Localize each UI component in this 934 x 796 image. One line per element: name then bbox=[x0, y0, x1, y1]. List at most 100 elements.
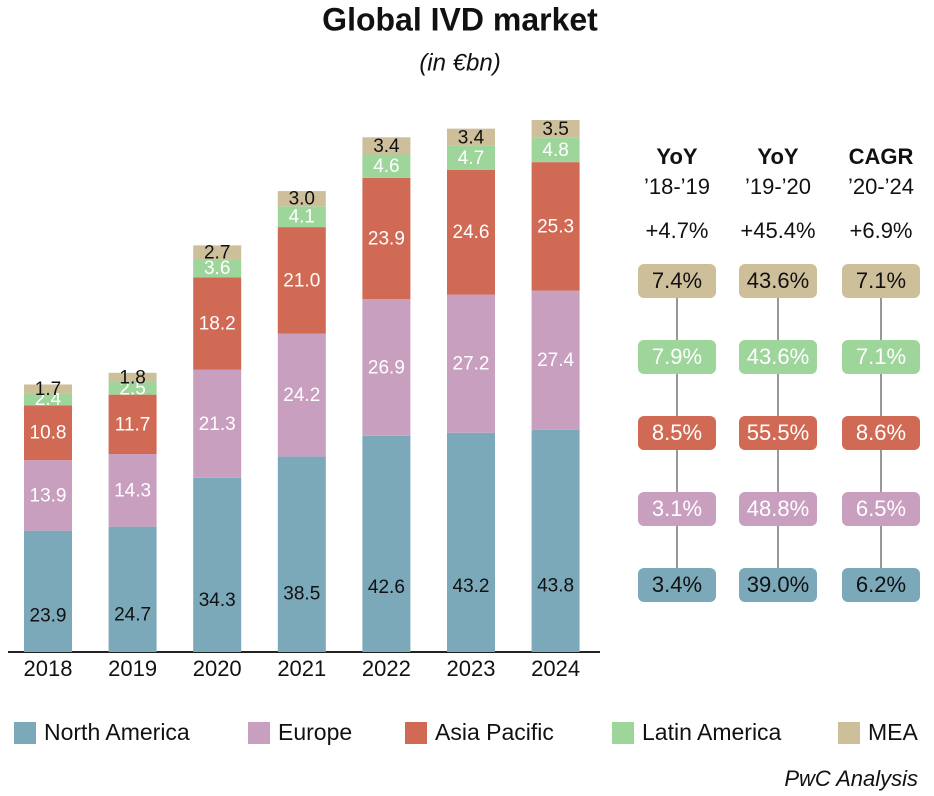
bar-segment bbox=[193, 369, 242, 478]
legend-swatch bbox=[248, 722, 270, 744]
bar-segment bbox=[193, 477, 242, 652]
bar-segment bbox=[277, 227, 326, 334]
bar-segment bbox=[108, 454, 157, 527]
growth-value: 6.5% bbox=[856, 496, 906, 521]
growth-value: 48.8% bbox=[747, 496, 809, 521]
x-tick-label: 2020 bbox=[193, 656, 242, 681]
x-tick-label: 2021 bbox=[277, 656, 326, 681]
growth-value: 3.4% bbox=[652, 572, 702, 597]
bar-segment bbox=[531, 137, 580, 163]
legend-label: Europe bbox=[278, 719, 352, 745]
growth-value: 7.1% bbox=[856, 268, 906, 293]
bar-segment bbox=[24, 393, 72, 406]
legend-label: Asia Pacific bbox=[435, 719, 554, 745]
x-tick-label: 2018 bbox=[24, 656, 73, 681]
bar-segment bbox=[24, 530, 72, 652]
data-label: 3.5 bbox=[542, 119, 568, 140]
column-title: CAGR bbox=[849, 144, 914, 169]
bar-segment bbox=[193, 245, 242, 260]
bar-segment bbox=[24, 384, 72, 394]
legend-label: MEA bbox=[868, 719, 919, 745]
data-label: 4.7 bbox=[458, 148, 484, 169]
source: PwC Analysis bbox=[784, 766, 918, 791]
data-label: 34.3 bbox=[199, 590, 236, 611]
data-label: 4.6 bbox=[373, 156, 399, 177]
column-period: ’20-’24 bbox=[848, 174, 914, 199]
chart-title: Global IVD market bbox=[322, 1, 598, 37]
data-label: 43.2 bbox=[453, 576, 490, 597]
data-label: 11.7 bbox=[115, 414, 151, 435]
data-label: 14.3 bbox=[114, 480, 151, 501]
data-label: 23.9 bbox=[30, 606, 67, 627]
data-label: 2.4 bbox=[35, 389, 62, 410]
growth-value: 43.6% bbox=[747, 344, 809, 369]
data-label: 24.6 bbox=[453, 222, 490, 243]
bar-segment bbox=[447, 128, 495, 146]
bar-segment bbox=[447, 145, 495, 170]
data-label: 4.8 bbox=[542, 140, 568, 161]
bar-segment bbox=[531, 290, 580, 430]
growth-box bbox=[739, 416, 817, 450]
total-growth: +6.9% bbox=[850, 218, 913, 243]
bar-segment bbox=[447, 294, 495, 433]
bar-segment bbox=[108, 381, 157, 395]
bar-segment bbox=[108, 372, 157, 382]
column-title: YoY bbox=[757, 144, 798, 169]
bar-segment bbox=[362, 435, 411, 652]
data-label: 10.8 bbox=[30, 423, 67, 444]
growth-box bbox=[739, 568, 817, 602]
growth-box bbox=[739, 264, 817, 298]
data-label: 1.7 bbox=[35, 379, 61, 400]
growth-box bbox=[842, 492, 920, 526]
bar-segment bbox=[277, 333, 326, 457]
bar-segment bbox=[531, 120, 580, 138]
x-tick-label: 2024 bbox=[531, 656, 580, 681]
data-label: 24.7 bbox=[114, 604, 151, 625]
data-label: 3.4 bbox=[373, 136, 400, 157]
data-label: 42.6 bbox=[368, 577, 405, 598]
growth-value: 55.5% bbox=[747, 420, 809, 445]
data-label: 3.4 bbox=[458, 127, 485, 148]
data-label: 13.9 bbox=[30, 485, 67, 506]
bar-segment bbox=[108, 526, 157, 652]
bar-segment bbox=[362, 154, 411, 178]
column-period: ’19-’20 bbox=[745, 174, 811, 199]
data-label: 27.2 bbox=[453, 354, 490, 375]
data-label: 21.3 bbox=[199, 414, 236, 435]
data-label: 18.2 bbox=[199, 314, 236, 335]
data-label: 2.7 bbox=[204, 242, 230, 263]
growth-box bbox=[739, 340, 817, 374]
bar-segment bbox=[362, 299, 411, 436]
data-label: 21.0 bbox=[283, 270, 320, 291]
data-label: 25.3 bbox=[537, 216, 574, 237]
data-label: 4.1 bbox=[289, 207, 315, 228]
growth-value: 8.6% bbox=[856, 420, 906, 445]
bar-segment bbox=[277, 206, 326, 228]
bar-segment bbox=[193, 277, 242, 370]
bar-segment bbox=[24, 460, 72, 531]
growth-value: 7.4% bbox=[652, 268, 702, 293]
growth-value: 3.1% bbox=[652, 496, 702, 521]
x-tick-label: 2023 bbox=[447, 656, 496, 681]
growth-box bbox=[842, 568, 920, 602]
legend-swatch bbox=[405, 722, 427, 744]
data-label: 26.9 bbox=[368, 357, 405, 378]
column-title: YoY bbox=[656, 144, 697, 169]
legend-label: North America bbox=[44, 719, 190, 745]
x-tick-label: 2019 bbox=[108, 656, 157, 681]
legend-swatch bbox=[14, 722, 36, 744]
bar-segment bbox=[447, 432, 495, 652]
growth-value: 7.1% bbox=[856, 344, 906, 369]
growth-box bbox=[842, 340, 920, 374]
bar-segment bbox=[362, 177, 411, 300]
total-growth: +4.7% bbox=[646, 218, 709, 243]
bar-segment bbox=[277, 191, 326, 207]
bar-segment bbox=[277, 456, 326, 652]
bar-segment bbox=[108, 394, 157, 455]
growth-box bbox=[638, 416, 716, 450]
bar-segment bbox=[24, 405, 72, 461]
column-period: ’18-’19 bbox=[644, 174, 710, 199]
total-growth: +45.4% bbox=[740, 218, 815, 243]
data-label: 27.4 bbox=[537, 350, 574, 371]
